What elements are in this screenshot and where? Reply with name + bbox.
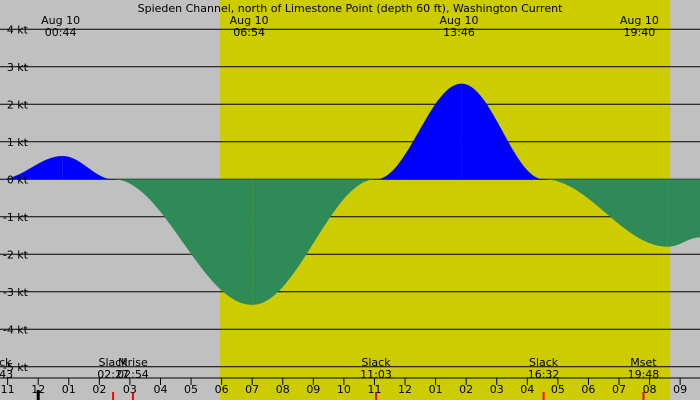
top-date-label: Aug 10	[440, 14, 479, 27]
event-name: Slack	[98, 356, 128, 369]
hour-tick-label: 11	[1, 383, 15, 396]
event-labels: ck43Slack02:27Mrise02:54Slack11:03Slack1…	[0, 356, 659, 381]
slack-marker	[542, 392, 545, 400]
event-name: Mrise	[118, 356, 148, 369]
y-tick-label: -3 kt	[3, 286, 29, 299]
y-tick-label: -4 kt	[3, 323, 29, 336]
hour-tick-labels: 11 12 01 02 03 04 05 06 07 08 09 10 11 12 01 02 03 04 05 06…	[1, 383, 687, 396]
moon-marker	[131, 392, 134, 400]
top-date-label: Aug 10	[230, 14, 269, 27]
hour-tick-label: 11	[367, 383, 381, 396]
hour-tick-label: 02	[92, 383, 106, 396]
hour-tick-label: 01	[62, 383, 76, 396]
event-name: ck	[0, 356, 12, 369]
top-time-label: 13:46	[443, 26, 475, 39]
top-date-label: Aug 10	[41, 14, 80, 27]
hour-tick-label: 12	[31, 383, 45, 396]
top-date-label: Aug 10	[620, 14, 659, 27]
chart-title: Spieden Channel, north of Limestone Poin…	[138, 2, 563, 15]
top-time-label: 19:40	[624, 26, 656, 39]
midnight-marker	[36, 390, 40, 400]
y-tick-label: 1 kt	[7, 136, 29, 149]
hour-tick-label: 03	[490, 383, 504, 396]
hour-tick-label: 06	[215, 383, 229, 396]
event-name: Slack	[361, 356, 391, 369]
flood-area	[461, 83, 544, 180]
hour-axis	[0, 377, 700, 400]
ebb-area	[113, 179, 253, 305]
event-name: Slack	[529, 356, 559, 369]
slack-marker	[374, 392, 377, 400]
hour-tick-label: 07	[245, 383, 259, 396]
ebb-area	[543, 179, 668, 247]
y-tick-label: 3 kt	[7, 61, 29, 74]
hour-tick-label: 09	[673, 383, 687, 396]
event-time: 16:32	[528, 368, 560, 381]
hour-tick-label: 12	[398, 383, 412, 396]
y-tick-label: -5 kt	[3, 361, 29, 374]
hour-tick-label: 02	[459, 383, 473, 396]
flood-area	[0, 156, 63, 180]
slack-marker	[112, 392, 115, 400]
flood-area	[62, 156, 114, 180]
hour-tick-label: 10	[337, 383, 351, 396]
hour-tick-label: 06	[581, 383, 595, 396]
ebb-area	[252, 179, 376, 305]
hour-tick-label: 01	[429, 383, 443, 396]
top-time-label: 06:54	[233, 26, 265, 39]
ebb-area	[667, 179, 700, 247]
hour-tick-label: 05	[184, 383, 198, 396]
hour-tick-label: 03	[123, 383, 137, 396]
event-time: 11:03	[360, 368, 392, 381]
hour-tick-label: 08	[276, 383, 290, 396]
event-name: Mset	[630, 356, 657, 369]
y-tick-label: 4 kt	[7, 23, 29, 36]
top-time-label: 00:44	[45, 26, 77, 39]
y-tick-label: -2 kt	[3, 248, 29, 261]
hour-tick-label: 04	[153, 383, 167, 396]
y-tick-labels: 4 kt 3 kt 2 kt 1 kt 0 kt -1 kt -2 kt -3 kt -4 kt…	[3, 23, 29, 374]
event-time: 43	[0, 368, 13, 381]
moon-marker	[642, 392, 645, 400]
current-areas	[0, 83, 700, 305]
event-time: 02:54	[117, 368, 149, 381]
hour-tick-label: 05	[551, 383, 565, 396]
hour-tick-label: 09	[306, 383, 320, 396]
hour-tick-label: 07	[612, 383, 626, 396]
event-time: 02:27	[97, 368, 129, 381]
hour-tick-label: 04	[520, 383, 534, 396]
flood-area	[376, 83, 462, 180]
hour-tick-label: 08	[643, 383, 657, 396]
y-tick-label: 2 kt	[7, 98, 29, 111]
y-tick-label: -1 kt	[3, 211, 29, 224]
y-tick-label: 0 kt	[7, 173, 29, 186]
event-time: 19:48	[628, 368, 660, 381]
